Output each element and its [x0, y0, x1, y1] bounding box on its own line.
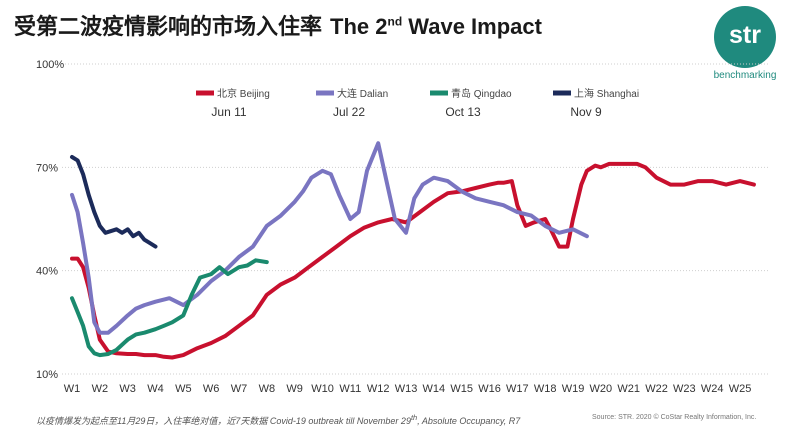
x-tick-label: W13: [395, 383, 418, 395]
x-tick-label: W17: [506, 383, 529, 395]
legend-date: Oct 13: [445, 105, 481, 119]
x-tick-label: W12: [367, 383, 390, 395]
x-tick-label: W22: [645, 383, 668, 395]
x-tick-label: W6: [203, 383, 220, 395]
x-tick-label: W20: [590, 383, 613, 395]
x-tick-label: W25: [729, 383, 752, 395]
y-axis: 10% 40% 70% 100%: [36, 59, 64, 381]
x-tick-label: W3: [119, 383, 136, 395]
legend-date: Jul 22: [333, 105, 365, 119]
str-logo-icon: str: [714, 6, 776, 68]
x-tick-label: W1: [64, 383, 81, 395]
legend: 北京 Beijing Jun 11 大连 Dalian Jul 22 青岛 Qingda…: [196, 87, 639, 119]
title-en: The 2nd Wave Impact: [330, 14, 542, 39]
y-tick-label: 100%: [36, 59, 64, 71]
x-tick-label: W21: [617, 383, 640, 395]
x-axis: W1 W2 W3 W4 W5 W6 W7 W8 W9 W10 W11 W12 W13 W14 W15 W16 W…: [64, 383, 752, 395]
legend-label: 大连 Dalian: [337, 87, 388, 100]
y-gridlines: [62, 63, 770, 375]
x-tick-label: W5: [175, 383, 192, 395]
x-tick-label: W18: [534, 383, 557, 395]
x-tick-label: W14: [423, 383, 446, 395]
series-lines: [70, 141, 756, 360]
legend-label: 北京 Beijing: [217, 87, 270, 100]
chart-title: 受第二波疫情影响的市场入住率 The 2nd Wave Impact: [14, 9, 542, 41]
x-tick-label: W19: [562, 383, 585, 395]
legend-label: 上海 Shanghai: [574, 87, 639, 100]
series-line: [70, 155, 158, 249]
x-tick-label: W15: [450, 383, 473, 395]
x-tick-label: W11: [339, 383, 361, 395]
x-tick-label: W24: [701, 383, 724, 395]
x-tick-label: W10: [311, 383, 334, 395]
logo-subtitle: benchmarking: [713, 70, 777, 81]
x-tick-label: W7: [231, 383, 248, 395]
x-tick-label: W9: [286, 383, 303, 395]
x-tick-label: W2: [92, 383, 109, 395]
footnote: 以疫情爆发为起点至11月29日，入住率绝对值，近7天数据 Covid-19 ou…: [36, 413, 521, 426]
title-cn: 受第二波疫情影响的市场入住率: [14, 14, 323, 39]
series-line: [70, 161, 756, 360]
x-tick-label: W16: [478, 383, 501, 395]
x-tick-label: W8: [259, 383, 276, 395]
legend-date: Nov 9: [570, 105, 602, 119]
legend-date: Jun 11: [211, 105, 246, 119]
legend-label: 青岛 Qingdao: [451, 87, 512, 100]
str-logo: str benchmarking: [700, 6, 790, 90]
y-tick-label: 40%: [36, 266, 58, 278]
x-tick-label: W23: [673, 383, 696, 395]
series-line: [70, 258, 269, 358]
y-tick-label: 70%: [36, 162, 58, 174]
y-tick-label: 10%: [36, 369, 58, 381]
series-line: [70, 141, 589, 335]
source-note: Source: STR. 2020 © CoStar Realty Inform…: [592, 414, 757, 421]
x-tick-label: W4: [147, 383, 164, 395]
